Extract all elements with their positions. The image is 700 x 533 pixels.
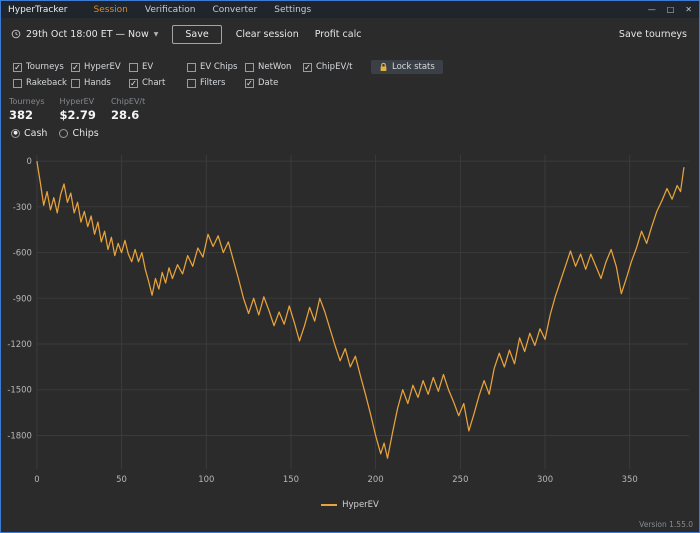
radio-circle: ● [11, 129, 20, 138]
checkbox-rakeback[interactable]: Rakeback [13, 78, 71, 88]
radio-circle [59, 129, 68, 138]
checkbox-label: Chart [142, 78, 165, 88]
stat-chipev-t: ChipEV/t 28.6 [111, 97, 145, 122]
lock-icon [379, 62, 388, 72]
radio-chips[interactable]: Chips [59, 128, 98, 139]
date-range-dropdown[interactable]: 29th Oct 18:00 ET — Now ▼ [11, 29, 158, 40]
checkbox-box: ✓ [303, 63, 312, 72]
checkbox-label: EV [142, 62, 153, 72]
checkbox-netwon[interactable]: NetWon [245, 62, 303, 72]
checkbox-box [129, 63, 138, 72]
radio-label: Chips [72, 128, 98, 139]
checkbox-label: HyperEV [84, 62, 121, 72]
ev-chart-svg: 0 -300 -600 -900 -1200 -1500 -1800 0 50 100 150 200… [1, 147, 699, 495]
checkbox-box [187, 79, 196, 88]
lock-stats-button[interactable]: Lock stats [371, 60, 443, 74]
toolbar: 29th Oct 18:00 ET — Now ▼ Save Clear ses… [1, 18, 699, 50]
checkbox-ev-chips[interactable]: EV Chips [187, 62, 245, 72]
checkbox-label: NetWon [258, 62, 291, 72]
checkbox-chipev-t[interactable]: ✓ ChipEV/t [303, 62, 361, 72]
checkbox-label: Hands [84, 78, 111, 88]
lock-stats-label: Lock stats [392, 62, 435, 72]
svg-text:-1800: -1800 [7, 430, 32, 440]
svg-text:50: 50 [116, 474, 127, 484]
window-controls: — □ ✕ [648, 5, 692, 14]
checkbox-tourneys[interactable]: ✓ Tourneys [13, 62, 71, 72]
checkbox-box: ✓ [129, 79, 138, 88]
svg-text:150: 150 [283, 474, 299, 484]
save-tourneys-button[interactable]: Save tourneys [619, 29, 687, 40]
menu-settings[interactable]: Settings [274, 5, 311, 15]
checkbox-label: Rakeback [26, 78, 67, 88]
app-window: HyperTracker Session Verification Conver… [0, 0, 700, 533]
filter-row-2: Rakeback Hands ✓ Chart Filters ✓ Date [13, 75, 689, 91]
close-icon[interactable]: ✕ [685, 5, 692, 14]
menu-session[interactable]: Session [94, 5, 128, 15]
radio-cash[interactable]: ● Cash [11, 128, 47, 139]
maximize-icon[interactable]: □ [667, 5, 675, 14]
app-title: HyperTracker [8, 5, 68, 15]
svg-text:-1500: -1500 [7, 385, 32, 395]
checkbox-filters[interactable]: Filters [187, 78, 245, 88]
checkbox-box [71, 79, 80, 88]
svg-text:-600: -600 [13, 248, 32, 258]
filter-row-1: ✓ Tourneys ✓ HyperEV EV EV Chips NetWon … [13, 59, 689, 75]
checkbox-box [13, 79, 22, 88]
checkbox-label: EV Chips [200, 62, 237, 72]
stat-label: Tourneys [9, 97, 45, 106]
svg-text:-1200: -1200 [7, 339, 32, 349]
session-stats: Tourneys 382 HyperEV $2.79 ChipEV/t 28.6 [9, 97, 145, 122]
checkbox-date[interactable]: ✓ Date [245, 78, 303, 88]
svg-text:300: 300 [537, 474, 553, 484]
profit-calc-button[interactable]: Profit calc [315, 29, 362, 40]
checkbox-hands[interactable]: Hands [71, 78, 129, 88]
checkbox-box [245, 63, 254, 72]
checkbox-box: ✓ [245, 79, 254, 88]
checkbox-box: ✓ [13, 63, 22, 72]
checkbox-box [187, 63, 196, 72]
svg-text:0: 0 [34, 474, 39, 484]
stat-value: 382 [9, 108, 45, 122]
svg-text:-300: -300 [13, 202, 32, 212]
ev-chart: 0 -300 -600 -900 -1200 -1500 -1800 0 50 100 150 200… [1, 147, 699, 495]
svg-text:-900: -900 [13, 293, 32, 303]
minimize-icon[interactable]: — [648, 5, 656, 14]
save-button[interactable]: Save [172, 25, 221, 44]
menu-verification[interactable]: Verification [145, 5, 196, 15]
menu-converter[interactable]: Converter [212, 5, 257, 15]
svg-text:0: 0 [27, 156, 32, 166]
checkbox-chart[interactable]: ✓ Chart [129, 78, 187, 88]
checkbox-label: ChipEV/t [316, 62, 352, 72]
version-label: Version 1.55.0 [639, 520, 693, 529]
stat-value: $2.79 [60, 108, 96, 122]
checkbox-label: Tourneys [26, 62, 64, 72]
chevron-down-icon: ▼ [154, 31, 159, 38]
clock-icon [11, 29, 21, 39]
svg-text:350: 350 [622, 474, 638, 484]
checkbox-label: Date [258, 78, 278, 88]
radio-label: Cash [24, 128, 47, 139]
legend-label: HyperEV [342, 500, 379, 510]
svg-text:200: 200 [368, 474, 384, 484]
radio-dot: ● [13, 131, 17, 136]
clear-session-button[interactable]: Clear session [236, 29, 299, 40]
stat-filters: ✓ Tourneys ✓ HyperEV EV EV Chips NetWon … [13, 59, 689, 91]
stat-tourneys: Tourneys 382 [9, 97, 45, 122]
date-range-label: 29th Oct 18:00 ET — Now [26, 29, 149, 40]
checkbox-hyperev[interactable]: ✓ HyperEV [71, 62, 129, 72]
legend-line-swatch [321, 504, 337, 506]
stat-hyperev: HyperEV $2.79 [60, 97, 96, 122]
svg-text:250: 250 [452, 474, 468, 484]
checkbox-ev[interactable]: EV [129, 62, 187, 72]
titlebar: HyperTracker Session Verification Conver… [1, 1, 699, 18]
svg-text:100: 100 [198, 474, 214, 484]
stat-value: 28.6 [111, 108, 145, 122]
stat-label: HyperEV [60, 97, 96, 106]
stat-label: ChipEV/t [111, 97, 145, 106]
chart-legend: HyperEV [1, 500, 699, 510]
checkbox-label: Filters [200, 78, 225, 88]
checkbox-box: ✓ [71, 63, 80, 72]
display-mode-radios: ● Cash Chips [11, 128, 99, 139]
